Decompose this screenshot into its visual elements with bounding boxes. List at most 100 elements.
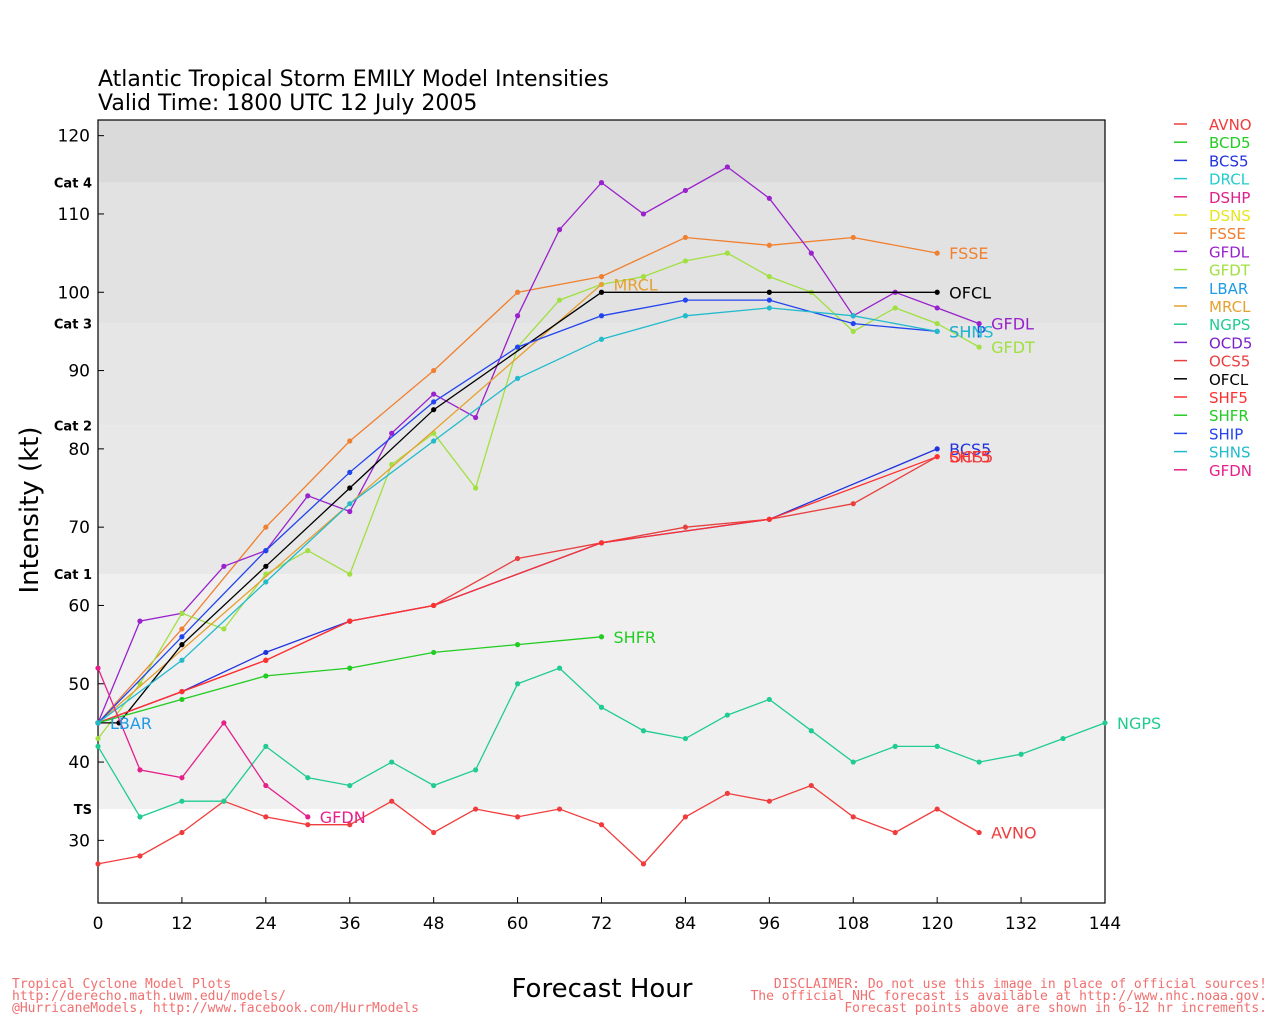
legend-item-fsse: FSSE bbox=[1174, 225, 1246, 243]
chart-subtitle: Valid Time: 1800 UTC 12 July 2005 bbox=[98, 91, 477, 116]
series-shns bbox=[95, 305, 940, 726]
data-point-ship bbox=[850, 320, 856, 327]
data-point-ofcl bbox=[431, 407, 437, 413]
data-point-avno bbox=[263, 814, 269, 820]
data-point-shns bbox=[598, 336, 605, 342]
data-point-gfdt bbox=[305, 548, 311, 554]
data-point-shns bbox=[514, 375, 521, 381]
data-point-bcs5 bbox=[263, 649, 269, 656]
band-cat-4 bbox=[98, 120, 1105, 183]
legend-item-shf5: SHF5 bbox=[1174, 389, 1248, 407]
x-tick-label: 24 bbox=[255, 914, 277, 934]
end-label-ngps: NGPS bbox=[1117, 714, 1161, 733]
data-point-gfdl bbox=[682, 187, 689, 194]
footer-right: DISCLAIMER: Do not use this image in pla… bbox=[750, 977, 1267, 1016]
data-point-avno bbox=[850, 814, 856, 820]
data-point-shfr bbox=[347, 665, 353, 671]
end-label-ocs5: OCS5 bbox=[949, 448, 993, 467]
series-end-labels: AVNO BCS5 FSSE GFDL GFDT LBAR MRCL NGPS OCS5 OFCL… bbox=[110, 244, 1161, 842]
data-point-ship bbox=[514, 344, 521, 350]
data-point-avno bbox=[473, 806, 479, 812]
legend-label: OFCL bbox=[1209, 371, 1249, 389]
legend-item-avno: AVNO bbox=[1174, 116, 1252, 134]
band-label-ts: TS bbox=[74, 803, 92, 818]
legend-label: SHIP bbox=[1209, 425, 1243, 443]
data-point-shf5 bbox=[347, 618, 353, 624]
data-point-avno bbox=[431, 829, 437, 836]
data-point-ngps bbox=[221, 798, 227, 804]
data-point-shns bbox=[934, 328, 940, 335]
end-label-bcs5: BCS5 bbox=[949, 440, 991, 459]
data-point-ocs5 bbox=[514, 555, 521, 562]
legend-label: NGPS bbox=[1209, 316, 1250, 334]
data-point-avno bbox=[724, 790, 730, 796]
data-point-avno bbox=[682, 814, 689, 820]
x-tick-label: 108 bbox=[837, 914, 869, 934]
data-point-gfdl bbox=[221, 563, 227, 569]
data-point-ocs5 bbox=[850, 501, 856, 507]
data-point-gfdl bbox=[556, 227, 563, 233]
data-point-fsse bbox=[766, 242, 772, 248]
data-point-fsse bbox=[263, 524, 269, 530]
data-point-shf5 bbox=[766, 516, 772, 522]
legend-item-shns: SHNS bbox=[1174, 444, 1251, 462]
x-tick-label: 120 bbox=[921, 914, 953, 934]
legend-item-ngps: NGPS bbox=[1174, 316, 1250, 334]
data-point-gfdl bbox=[137, 618, 143, 624]
legend-item-dshp: DSHP bbox=[1174, 189, 1250, 207]
series-line-avno bbox=[97, 784, 980, 865]
legend-label: DSNS bbox=[1209, 207, 1251, 225]
end-label-gfdt: GFDT bbox=[991, 338, 1035, 357]
data-point-ship bbox=[347, 469, 353, 475]
x-tick-label: 144 bbox=[1089, 914, 1121, 934]
series-gfdn bbox=[95, 665, 311, 820]
legend-item-bcd5: BCD5 bbox=[1174, 134, 1251, 152]
data-point-shf5 bbox=[934, 454, 940, 460]
x-tick-label: 36 bbox=[339, 914, 361, 934]
footer-left-line-3: @HurricaneModels, http://www.facebook.co… bbox=[12, 1001, 419, 1016]
data-point-shns bbox=[766, 305, 772, 311]
legend: AVNOBCD5BCS5DRCLDSHPDSNSFSSEGFDLGFDTLBAR… bbox=[1174, 116, 1252, 480]
legend-label: MRCL bbox=[1209, 298, 1251, 316]
y-tick-label: 70 bbox=[68, 518, 90, 538]
footer-right-line-3: Forecast points above are shown in 6-12 … bbox=[844, 1001, 1267, 1016]
data-point-ship bbox=[179, 634, 185, 640]
data-point-ngps bbox=[473, 767, 479, 773]
series-ngps bbox=[95, 665, 1108, 820]
end-label-gfdl: GFDL bbox=[991, 315, 1034, 334]
data-point-gfdn bbox=[137, 767, 143, 773]
footer-left-line-2: http://derecho.math.uwm.edu/models/ bbox=[12, 989, 286, 1004]
x-tick-label: 132 bbox=[1005, 914, 1037, 934]
data-point-mrcl bbox=[598, 281, 605, 288]
data-point-gfdn bbox=[263, 782, 269, 789]
data-point-ngps bbox=[263, 743, 269, 750]
data-point-gfdt bbox=[221, 626, 227, 632]
data-point-ngps bbox=[976, 759, 982, 765]
data-point-gfdt bbox=[347, 571, 353, 577]
end-label-shns: SHNS bbox=[949, 322, 993, 341]
data-point-ngps bbox=[179, 798, 185, 804]
data-point-avno bbox=[95, 861, 101, 867]
data-point-avno bbox=[347, 822, 353, 828]
legend-item-gfdl: GFDL bbox=[1174, 243, 1250, 261]
series-line-gfdn bbox=[97, 667, 309, 818]
y-tick-label: 90 bbox=[68, 362, 90, 382]
data-point-ngps bbox=[347, 782, 353, 789]
y-tick-label: 100 bbox=[58, 283, 90, 303]
data-point-ofcl bbox=[934, 289, 940, 295]
data-point-ngps bbox=[640, 728, 647, 734]
data-point-gfdt bbox=[892, 305, 898, 311]
legend-label: LBAR bbox=[1209, 280, 1248, 298]
data-point-ngps bbox=[389, 759, 395, 765]
data-point-ocs5 bbox=[682, 524, 689, 530]
series-avno bbox=[95, 782, 982, 867]
legend-label: OCD5 bbox=[1209, 334, 1252, 352]
data-point-avno bbox=[976, 829, 982, 836]
footer-right-line-2: The official NHC forecast is available a… bbox=[750, 989, 1267, 1004]
data-point-gfdl bbox=[640, 211, 647, 217]
data-point-bcs5 bbox=[934, 446, 940, 452]
data-point-gfdt bbox=[95, 735, 101, 742]
data-point-gfdt bbox=[473, 485, 479, 491]
legend-label: AVNO bbox=[1209, 116, 1252, 134]
y-axis-title: Intensity (kt) bbox=[15, 427, 45, 594]
